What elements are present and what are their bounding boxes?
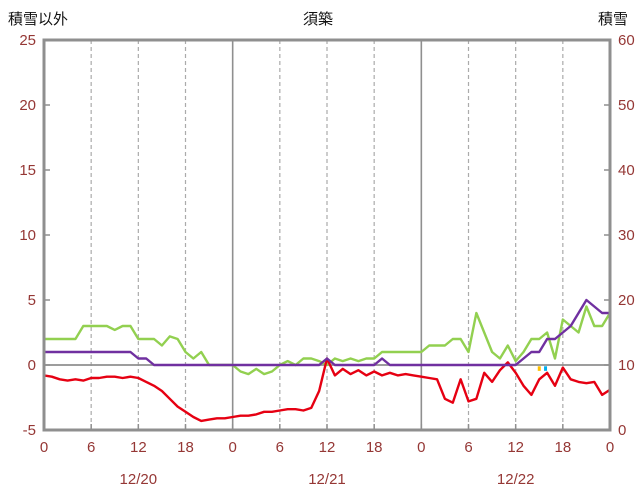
x-axis-date-label: 12/22 [497, 471, 535, 488]
right-axis-tick-label: 0 [618, 422, 626, 439]
x-axis-hour-label: 18 [554, 439, 571, 456]
x-axis-hour-label: 6 [276, 439, 284, 456]
left-axis-tick-label: 5 [28, 292, 36, 309]
x-axis-hour-label: 0 [40, 439, 48, 456]
left-axis-tick-label: 0 [28, 357, 36, 374]
x-axis-hour-label: 18 [366, 439, 383, 456]
left-axis-tick-label: 20 [19, 97, 36, 114]
left-axis-tick-label: 10 [19, 227, 36, 244]
x-axis-hour-label: 18 [177, 439, 194, 456]
left-axis-title: 積雪以外 [8, 11, 69, 28]
x-axis-hour-label: 6 [464, 439, 472, 456]
right-axis-title: 積雪 [597, 11, 628, 28]
x-axis-date-label: 12/21 [308, 471, 346, 488]
x-axis-hour-label: 0 [606, 439, 614, 456]
right-axis-tick-label: 60 [618, 32, 635, 49]
right-axis-tick-label: 50 [618, 97, 635, 114]
chart-title: 須築 [302, 11, 333, 28]
x-axis-hour-label: 12 [319, 439, 336, 456]
left-axis-tick-label: -5 [23, 422, 36, 439]
x-axis-hour-label: 0 [228, 439, 236, 456]
purple-line [42, 298, 612, 367]
x-axis-hour-label: 12 [507, 439, 524, 456]
right-axis-tick-label: 30 [618, 227, 635, 244]
green-line [42, 305, 612, 376]
right-axis-tick-label: 10 [618, 357, 635, 374]
left-axis-tick-label: 25 [19, 32, 36, 49]
x-axis-hour-label: 0 [417, 439, 425, 456]
x-axis-hour-label: 6 [87, 439, 95, 456]
left-axis-tick-label: 15 [19, 162, 36, 179]
right-axis-tick-label: 20 [618, 292, 635, 309]
right-axis-tick-label: 40 [618, 162, 635, 179]
x-axis-hour-label: 12 [130, 439, 147, 456]
x-axis-date-label: 12/20 [120, 471, 158, 488]
